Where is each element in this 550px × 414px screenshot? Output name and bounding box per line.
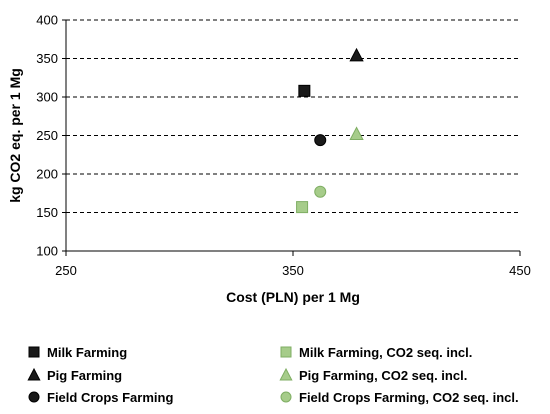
legend-label: Pig Farming bbox=[47, 368, 122, 383]
legend-marker-circle bbox=[280, 391, 292, 403]
y-axis-label: kg CO2 eq. per 1 Mg bbox=[7, 68, 23, 203]
tick-labels: 100 150 200 250 300 350 400 250 350 450 bbox=[36, 13, 531, 279]
legend-entry: Field Crops Farming bbox=[28, 390, 173, 405]
data-point-triangle bbox=[349, 126, 364, 140]
legend-entry: Milk Farming bbox=[28, 345, 127, 360]
legend-label: Milk Farming, CO2 seq. incl. bbox=[299, 345, 472, 360]
legend: Milk Farming Pig Farming Field Crops Farmi… bbox=[27, 345, 519, 405]
y-tick-label: 350 bbox=[36, 51, 58, 66]
legend-entry: Pig Farming, CO2 seq. incl. bbox=[279, 367, 467, 383]
y-tick-label: 300 bbox=[36, 90, 58, 105]
legend-label: Field Crops Farming bbox=[47, 390, 173, 405]
y-tick-label: 100 bbox=[36, 244, 58, 259]
y-tick-label: 150 bbox=[36, 205, 58, 220]
x-tick-label: 250 bbox=[55, 263, 77, 278]
legend-marker-square bbox=[28, 346, 40, 358]
legend-label: Milk Farming bbox=[47, 345, 127, 360]
legend-entry: Milk Farming, CO2 seq. incl. bbox=[280, 345, 472, 360]
legend-marker-triangle bbox=[279, 367, 293, 381]
data-point-circle bbox=[314, 134, 327, 147]
legend-label: Field Crops Farming, CO2 seq. incl. bbox=[299, 390, 519, 405]
legend-marker-circle bbox=[28, 391, 40, 403]
x-axis-label: Cost (PLN) per 1 Mg bbox=[226, 289, 360, 305]
data-points bbox=[296, 47, 364, 214]
legend-entry: Field Crops Farming, CO2 seq. incl. bbox=[280, 390, 519, 405]
legend-marker-square bbox=[280, 346, 292, 358]
y-tick-label: 400 bbox=[36, 13, 58, 28]
data-point-circle bbox=[314, 185, 327, 198]
legend-label: Pig Farming, CO2 seq. incl. bbox=[299, 368, 467, 383]
gridlines bbox=[66, 19, 520, 213]
x-tick-label: 450 bbox=[509, 263, 531, 278]
x-tick-label: 350 bbox=[282, 263, 304, 278]
y-tick-label: 200 bbox=[36, 167, 58, 182]
data-point-triangle bbox=[349, 47, 364, 62]
legend-marker-triangle bbox=[27, 367, 41, 381]
data-point-square bbox=[296, 201, 309, 214]
y-tick-label: 250 bbox=[36, 128, 58, 143]
axes bbox=[62, 19, 521, 256]
legend-entry: Pig Farming bbox=[27, 367, 122, 383]
data-point-square bbox=[298, 84, 311, 97]
